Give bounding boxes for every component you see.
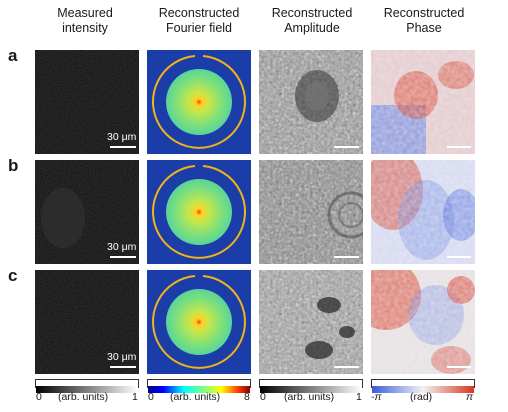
scalebar-label: 30 μm <box>107 351 137 363</box>
colorbar-3-max-label: 1 <box>356 391 362 403</box>
colorbar-fourier-field <box>147 379 251 393</box>
column-header-phase: Reconstructed Phase <box>383 6 465 35</box>
panel-b-amplitude <box>259 160 363 264</box>
panel-c-measured-intensity: 30 μm <box>35 270 139 374</box>
panel-a-amplitude <box>259 50 363 154</box>
colorbar-1-unit-label: (arb. units) <box>58 391 109 403</box>
row-label-b: b <box>8 156 19 175</box>
panel-b-measured-intensity: 30 μm <box>35 160 139 264</box>
row-label-a: a <box>8 46 18 65</box>
colorbar-phase <box>371 379 475 393</box>
panel-c-amplitude <box>259 270 363 374</box>
scalebar <box>110 146 136 148</box>
colorbar-2-min-label: 0 <box>148 391 154 403</box>
colorbar-3-unit-label: (arb. units) <box>284 391 335 403</box>
colorbar-1-min-label: 0 <box>36 391 42 403</box>
scalebar-label: 30 μm <box>107 131 137 143</box>
column-header-measured-intensity: Measured intensity <box>57 6 113 35</box>
colorbar-3-min-label: 0 <box>260 391 266 403</box>
scalebar <box>110 366 136 368</box>
colorbar-2-unit-label: (arb. units) <box>170 391 221 403</box>
colorbar-4-max-label: π <box>466 391 474 403</box>
row-label-c: c <box>8 266 18 285</box>
colorbar-2-max-label: 8 <box>244 391 250 403</box>
panel-c-phase <box>371 270 475 374</box>
colorbar-4-min-label: -π <box>371 391 382 403</box>
column-header-fourier-field: Reconstructed Fourier field <box>158 6 240 35</box>
scalebar <box>110 256 136 258</box>
panel-b-fourier-field <box>147 160 251 264</box>
column-header-amplitude: Reconstructed Amplitude <box>271 6 353 35</box>
colorbar-amplitude <box>259 379 363 393</box>
panel-c-fourier-field <box>147 270 251 374</box>
panel-b-phase <box>371 160 475 264</box>
colorbar-1-max-label: 1 <box>132 391 138 403</box>
colorbar-measured-intensity <box>35 379 139 393</box>
panel-a-phase <box>371 50 475 154</box>
scalebar-label: 30 μm <box>107 241 137 253</box>
panel-a-measured-intensity: 30 μm <box>35 50 139 154</box>
colorbar-4-unit-label: (rad) <box>410 391 433 403</box>
panel-a-fourier-field <box>147 50 251 154</box>
